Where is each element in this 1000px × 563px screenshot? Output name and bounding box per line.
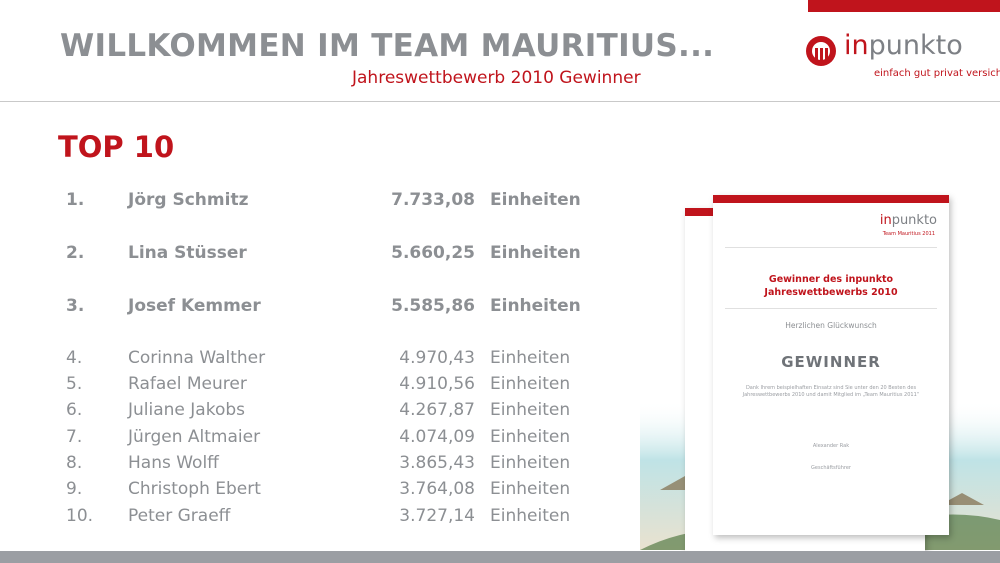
rank-number: 3. <box>66 296 85 316</box>
score-value: 3.764,08 <box>399 479 475 499</box>
ranking-row: 2. Lina Stüsser 5.660,25 Einheiten <box>0 243 600 269</box>
score-value: 5.660,25 <box>391 243 475 263</box>
brand-logo: inpunkto einfach gut privat versichert. <box>806 30 1000 85</box>
certificate-body: Dank Ihrem beispielhaften Einsatz sind S… <box>742 385 920 398</box>
ranking-row: 9. Christoph Ebert 3.764,08 Einheiten <box>0 479 600 505</box>
logo-tagline: einfach gut privat versichert. <box>874 68 1000 79</box>
rank-number: 7. <box>66 427 83 447</box>
logo-wordmark: inpunkto <box>844 30 963 61</box>
participant-name: Josef Kemmer <box>128 296 261 316</box>
certificate-winner: GEWINNER <box>781 353 881 371</box>
participant-name: Juliane Jakobs <box>128 400 246 420</box>
score-unit: Einheiten <box>490 506 571 526</box>
section-heading: TOP 10 <box>58 130 175 164</box>
page-subtitle: Jahreswettbewerb 2010 Gewinner <box>352 68 641 88</box>
ranking-row: 5. Rafael Meurer 4.910,56 Einheiten <box>0 374 600 400</box>
rank-number: 9. <box>66 479 83 499</box>
participant-name: Christoph Ebert <box>128 479 261 499</box>
page-title: WILLKOMMEN IM TEAM MAURITIUS... <box>60 28 715 64</box>
score-value: 4.074,09 <box>399 427 475 447</box>
participant-name: Peter Graeff <box>128 506 231 526</box>
certificate-front: inpunkto Team Mauritius 2011 Gewinner de… <box>713 195 949 535</box>
score-unit: Einheiten <box>490 374 571 394</box>
rank-number: 2. <box>66 243 85 263</box>
score-unit: Einheiten <box>490 190 581 210</box>
score-unit: Einheiten <box>490 479 571 499</box>
ranking-row: 10. Peter Graeff 3.727,14 Einheiten <box>0 506 600 532</box>
participant-name: Lina Stüsser <box>128 243 247 263</box>
score-value: 3.727,14 <box>399 506 475 526</box>
certificate-signature: Alexander Rak <box>812 443 850 449</box>
certificate-rule <box>725 247 937 248</box>
rank-number: 1. <box>66 190 85 210</box>
rank-number: 4. <box>66 348 83 368</box>
score-value: 4.970,43 <box>399 348 475 368</box>
score-unit: Einheiten <box>490 427 571 447</box>
score-unit: Einheiten <box>490 348 571 368</box>
participant-name: Rafael Meurer <box>128 374 247 394</box>
certificate-greeting: Herzlichen Glückwunsch <box>785 321 877 330</box>
score-value: 4.910,56 <box>399 374 475 394</box>
certificate-rule <box>725 308 937 309</box>
participant-name: Corinna Walther <box>128 348 266 368</box>
score-unit: Einheiten <box>490 243 581 263</box>
score-unit: Einheiten <box>490 453 571 473</box>
ranking-row: 6. Juliane Jakobs 4.267,87 Einheiten <box>0 400 600 426</box>
rank-number: 8. <box>66 453 83 473</box>
header-divider <box>0 101 1000 102</box>
score-unit: Einheiten <box>490 296 581 316</box>
score-value: 5.585,86 <box>391 296 475 316</box>
certificate-illustration: inpunkto Team Mauritius 2011 Gewinner de… <box>640 150 1000 556</box>
rank-number: 10. <box>66 506 94 526</box>
bottom-bar <box>0 551 1000 563</box>
score-value: 4.267,87 <box>399 400 475 420</box>
participant-name: Jürgen Altmaier <box>128 427 261 447</box>
score-value: 7.733,08 <box>391 190 475 210</box>
score-value: 3.865,43 <box>399 453 475 473</box>
ranking-row: 3. Josef Kemmer 5.585,86 Einheiten <box>0 296 600 322</box>
score-unit: Einheiten <box>490 400 571 420</box>
certificate-role: Geschäftsführer <box>811 465 851 471</box>
rank-number: 5. <box>66 374 83 394</box>
certificate-title: Gewinner des inpunkto Jahreswettbewerbs … <box>764 274 898 298</box>
ranking-row: 4. Corinna Walther 4.970,43 Einheiten <box>0 348 600 374</box>
top-accent-bar <box>808 0 1000 12</box>
certificate-logo: inpunkto <box>879 213 937 228</box>
rank-number: 6. <box>66 400 83 420</box>
participant-name: Jörg Schmitz <box>128 190 249 210</box>
ranking-row: 8. Hans Wolff 3.865,43 Einheiten <box>0 453 600 479</box>
ranking-row: 7. Jürgen Altmaier 4.074,09 Einheiten <box>0 427 600 453</box>
ranking-row: 1. Jörg Schmitz 7.733,08 Einheiten <box>0 190 600 216</box>
participant-name: Hans Wolff <box>128 453 219 473</box>
certificate-logo-sub: Team Mauritius 2011 <box>882 231 935 237</box>
logo-mark-icon <box>806 36 836 66</box>
